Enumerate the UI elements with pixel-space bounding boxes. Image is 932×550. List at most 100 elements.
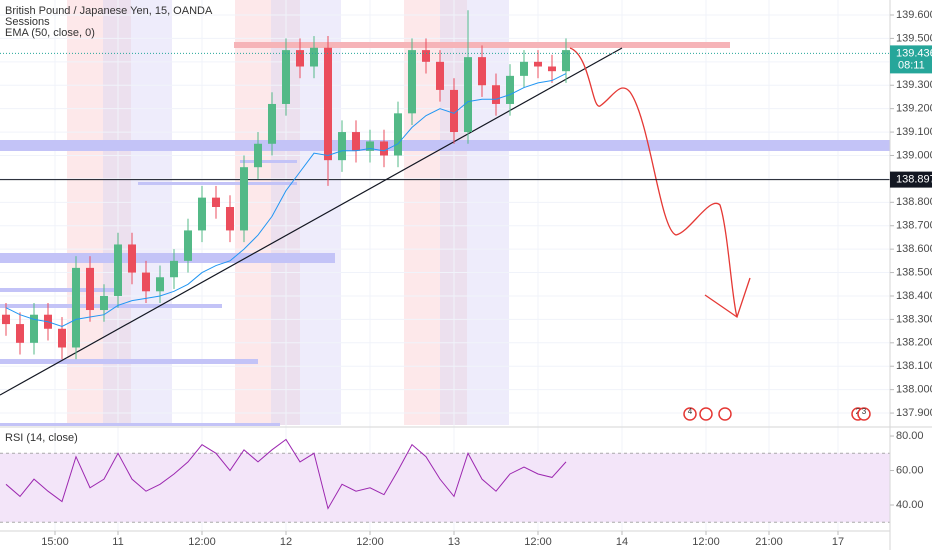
event-marker: [683, 407, 697, 421]
y-tick-label: 40.00: [896, 499, 924, 511]
candle-body: [323, 47, 332, 161]
y-tick-label: 139.000: [896, 149, 932, 161]
candle-body: [183, 230, 192, 261]
plot: [0, 10, 890, 523]
candle-body: [155, 277, 164, 292]
candle-body: [309, 47, 318, 67]
session-band: [131, 0, 172, 425]
y-tick-label: 80.00: [896, 430, 924, 442]
y-tick-label: 139.200: [896, 103, 932, 115]
x-tick-label: 11: [112, 536, 123, 548]
hline-label-box: [890, 171, 932, 188]
candle-body: [407, 50, 416, 114]
y-tick-label: 138.700: [896, 220, 932, 232]
candle-body: [449, 89, 458, 133]
candle-body: [71, 267, 80, 348]
candle-body: [491, 85, 500, 104]
candle-body: [561, 50, 570, 72]
candle-body: [169, 260, 178, 278]
candle-body: [239, 167, 248, 231]
last-price-label: 139.436: [896, 47, 932, 59]
x-tick-label: 21:00: [755, 536, 783, 548]
y-tick-label: 137.900: [896, 407, 932, 419]
hline-label: 138.897: [896, 174, 932, 186]
x-tick-label: 12:00: [524, 536, 552, 548]
session-band: [467, 0, 509, 425]
y-tick-label: 138.800: [896, 196, 932, 208]
trendline: [0, 47, 623, 396]
y-tick-label: 139.600: [896, 9, 932, 21]
event-marker: [718, 407, 732, 421]
candle-body: [477, 57, 486, 86]
x-tick-label: 13: [448, 536, 460, 548]
event-label: 4: [688, 407, 693, 416]
candle-body: [197, 197, 206, 231]
y-tick-label: 139.100: [896, 126, 932, 138]
x-tick-label: 12:00: [188, 536, 216, 548]
candle-body: [393, 113, 402, 156]
candle-body: [295, 50, 304, 67]
last-price-box: [890, 45, 932, 74]
candle-body: [99, 295, 108, 311]
y-tick-label: 139.300: [896, 79, 932, 91]
session-band: [300, 0, 341, 425]
x-tick-label: 15:00: [41, 536, 69, 548]
symbol-title: British Pound / Japanese Yen, 15, OANDA: [5, 5, 213, 17]
candle-body: [141, 272, 150, 292]
event-marker: [857, 407, 871, 421]
y-tick-label: 138.200: [896, 337, 932, 349]
x-tick-label: 12:00: [692, 536, 720, 548]
candle-body: [1, 314, 10, 325]
zone: [234, 42, 730, 48]
zone: [138, 182, 297, 185]
zone: [0, 288, 120, 292]
event-marker: [699, 407, 713, 421]
candle-body: [379, 141, 388, 156]
y-tick-label: 138.000: [896, 384, 932, 396]
candle-body: [421, 50, 430, 62]
rsi-title: RSI (14, close): [5, 432, 78, 444]
drawings: [0, 42, 890, 426]
candle-body: [435, 61, 444, 90]
session-band: [103, 0, 131, 425]
indicator-label: EMA (50, close, 0): [5, 27, 95, 39]
candle-body: [225, 206, 234, 231]
zone: [0, 140, 890, 151]
x-tick-label: 12: [280, 536, 292, 548]
candle-body: [337, 132, 346, 161]
y-tick-label: 138.300: [896, 313, 932, 325]
zone: [0, 304, 222, 308]
x-tick-label: 17: [832, 536, 844, 548]
candle-body: [267, 103, 276, 144]
zone: [0, 253, 335, 263]
candle-body: [29, 314, 38, 343]
legend: British Pound / Japanese Yen, 15, OANDA …: [5, 5, 213, 444]
candle-body: [253, 143, 262, 168]
candle-body: [281, 50, 290, 104]
x-tick-label: 12:00: [356, 536, 384, 548]
ema-line: [5, 73, 567, 327]
indicator-label: Sessions: [5, 16, 50, 28]
zone: [0, 359, 258, 364]
projection-arrow: [569, 47, 751, 319]
zone: [0, 423, 280, 426]
candle-body: [505, 75, 514, 104]
rsi-band: [0, 453, 890, 523]
candle-body: [127, 244, 136, 273]
candle-body: [15, 324, 24, 343]
y-tick-label: 138.400: [896, 290, 932, 302]
y-tick-label: 138.500: [896, 266, 932, 278]
candle-body: [365, 141, 374, 151]
candle-body: [547, 66, 556, 72]
candle-body: [113, 244, 122, 296]
y-tick-label: 138.100: [896, 360, 932, 372]
y-tick-label: 139.500: [896, 32, 932, 44]
countdown-label: 08:11: [898, 59, 925, 71]
y-tick-label: 138.600: [896, 243, 932, 255]
candle-body: [85, 267, 94, 311]
candle-body: [211, 197, 220, 207]
grid: [0, 0, 890, 531]
candle-body: [57, 328, 66, 348]
candle-body: [463, 57, 472, 133]
